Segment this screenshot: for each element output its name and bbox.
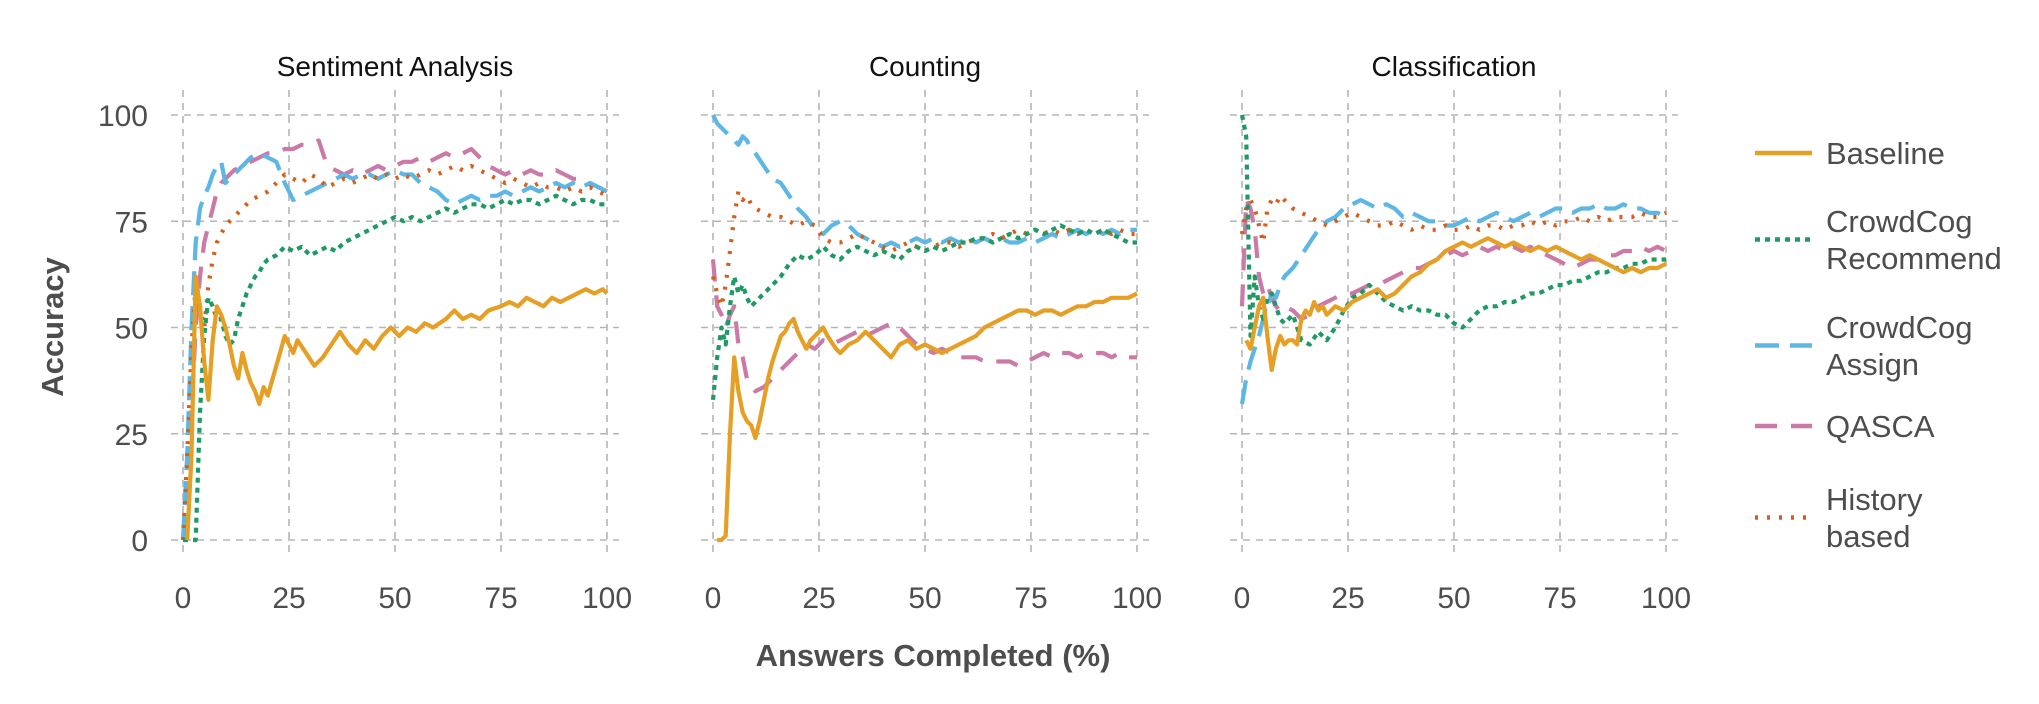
legend-label: based (1826, 519, 1910, 554)
panel-title: Classification (1372, 51, 1537, 82)
panel-counting: Counting 0 25 50 75 100 (701, 51, 1162, 615)
y-tick-label: 50 (115, 313, 148, 346)
x-tick-label: 25 (272, 582, 305, 615)
series-line-crowdcog-recommend (1239, 114, 1666, 347)
legend-entry-baseline: Baseline (1755, 136, 1945, 171)
x-axis-title: Answers Completed (%) (756, 638, 1111, 673)
legend: BaselineCrowdCogRecommendCrowdCogAssignQ… (1755, 136, 2002, 554)
panel-classification: Classification 0 25 50 75 100 (1230, 51, 1691, 615)
x-tick-label: 75 (1014, 582, 1047, 615)
panel-title: Sentiment Analysis (277, 51, 514, 82)
panel-title: Counting (869, 51, 981, 82)
x-tick-label: 75 (484, 582, 517, 615)
x-tick-label: 75 (1543, 582, 1576, 615)
x-tick-label: 50 (908, 582, 941, 615)
series-line-crowdcog-assign (180, 151, 608, 541)
series-line-qasca (710, 259, 1137, 394)
x-tick-label: 50 (1437, 582, 1470, 615)
x-tick-label: 100 (1112, 582, 1162, 615)
y-tick-label: 0 (131, 525, 148, 558)
x-tick-label: 0 (705, 582, 722, 615)
legend-label: Baseline (1826, 136, 1945, 171)
legend-label: QASCA (1826, 409, 1935, 444)
legend-label: Assign (1826, 347, 1919, 382)
x-tick-label: 100 (1641, 582, 1691, 615)
series-line-baseline (1244, 236, 1667, 373)
x-tick-label: 25 (1331, 582, 1364, 615)
legend-label: Recommend (1826, 241, 2002, 276)
x-tick-label: 50 (378, 582, 411, 615)
panel-sentiment-analysis: Sentiment Analysis 0 25 50 75 100 0 25 50 75 100 (98, 51, 632, 615)
x-tick-label: 100 (582, 582, 632, 615)
series-line-history-based (1239, 193, 1667, 245)
x-tick-label: 0 (175, 582, 192, 615)
y-tick-label: 75 (115, 206, 148, 239)
x-tick-label: 0 (1234, 582, 1251, 615)
y-tick-label: 100 (98, 100, 148, 133)
legend-entry-qasca: QASCA (1755, 409, 1935, 444)
legend-label: CrowdCog (1826, 204, 1972, 239)
legend-label: CrowdCog (1826, 310, 1972, 345)
series-line-qasca (180, 138, 608, 541)
grid (701, 90, 1149, 552)
y-tick-label: 25 (115, 419, 148, 452)
y-axis-title: Accuracy (35, 256, 70, 396)
grid (1230, 90, 1678, 552)
legend-label: History (1826, 482, 1923, 517)
series-line-baseline (185, 274, 609, 541)
x-tick-label: 25 (802, 582, 835, 615)
series-line-baseline (717, 291, 1138, 543)
grid (171, 90, 619, 552)
series-line-crowdcog-assign (1239, 197, 1667, 405)
